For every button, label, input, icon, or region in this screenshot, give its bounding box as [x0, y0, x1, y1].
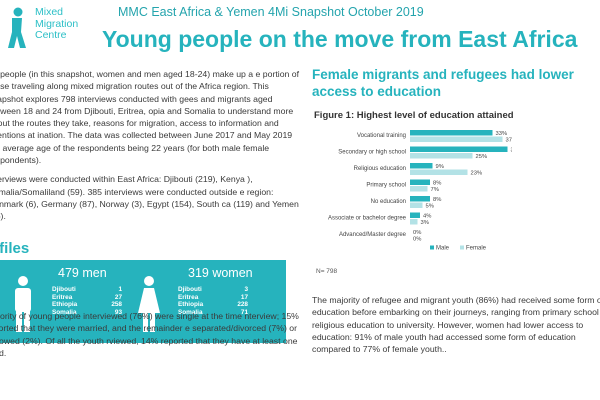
country-count: 3	[244, 286, 248, 293]
data-label: 23%	[471, 171, 483, 177]
data-label: 39%	[511, 148, 513, 154]
education-bar-chart: Vocational training 33%37% Secondary or hi…	[328, 130, 513, 252]
country-name: Djibouti	[52, 286, 76, 293]
table-row: Eritrea 27	[52, 294, 122, 302]
intro-paragraph: ng people (in this snapshot, women and m…	[0, 69, 300, 166]
data-label: 7%	[431, 187, 439, 193]
bar-male	[410, 146, 508, 152]
logo-line: Mixed	[35, 6, 64, 18]
data-label: 5%	[426, 204, 434, 210]
category-label: No education	[371, 199, 406, 205]
snapshot-subtitle: MMC East Africa & Yemen 4Mi Snapshot Oct…	[118, 5, 424, 19]
data-label: 33%	[496, 131, 508, 137]
men-count-label: 479 men	[58, 266, 107, 280]
sample-size-note: N= 798	[316, 268, 338, 275]
table-row: Eritrea 17	[178, 294, 248, 302]
intro-paragraph: interviews were conducted within East Af…	[0, 174, 299, 222]
country-count: 1	[118, 286, 122, 293]
country-count: 71	[240, 308, 248, 316]
education-summary-text: The majority of refugee and migrant yout…	[312, 295, 600, 355]
intro-text: ng people (in this snapshot, women and m…	[0, 68, 300, 230]
male-person-icon	[15, 276, 31, 332]
data-label: 0%	[413, 230, 421, 236]
data-label: 0%	[413, 237, 421, 243]
logo-line: Migration	[35, 17, 79, 30]
bar-male	[410, 179, 430, 185]
country-name: Ethiopia	[52, 301, 78, 309]
bar-female	[410, 153, 473, 159]
section-heading: Female migrants and refugees had lower a…	[312, 67, 574, 99]
legend-swatch	[460, 245, 464, 250]
category-label: Secondary or high school	[338, 150, 406, 156]
category-label: Associate or bachelor degree	[328, 216, 407, 222]
table-row: Djibouti 1	[52, 286, 122, 294]
legend-label: Female	[466, 246, 487, 252]
category-label: Vocational training	[357, 133, 406, 139]
figure-title: Figure 1: Highest level of education att…	[314, 110, 514, 121]
table-row: Somalia 93	[52, 309, 122, 317]
bar-female	[410, 169, 468, 175]
country-count: 17	[240, 293, 248, 301]
bar-male	[410, 196, 430, 202]
logo-mark-icon	[8, 7, 26, 48]
bar-male	[410, 212, 420, 218]
data-label: 9%	[436, 164, 444, 170]
table-row: Ethiopia 228	[178, 301, 248, 309]
category-label: Advanced/Master degree	[339, 232, 407, 238]
men-country-table: Djibouti 1 Eritrea 27 Ethiopia 258 Somalia 9…	[52, 286, 122, 316]
data-label: 8%	[433, 197, 441, 203]
logo-text: Mixed Migration Centre	[35, 6, 79, 42]
table-row: Ethiopia 258	[52, 301, 122, 309]
country-name: Somalia	[178, 308, 203, 316]
table-row: Somalia 71	[178, 309, 248, 317]
legend-swatch	[430, 245, 434, 250]
data-label: 37%	[506, 138, 513, 144]
bar-female	[410, 202, 423, 208]
data-label: 25%	[476, 154, 488, 160]
bar-female	[410, 186, 428, 192]
data-label: 3%	[421, 220, 429, 226]
page-title: Young people on the move from East Afric…	[102, 26, 578, 52]
country-name: Somalia	[52, 308, 77, 316]
logo-line: Centre	[35, 29, 67, 41]
country-name: Djibouti	[178, 286, 202, 293]
women-count-label: 319 women	[188, 266, 253, 280]
women-country-table: Djibouti 3 Eritrea 17 Ethiopia 228 Somalia 7…	[178, 286, 248, 316]
legend-label: Male	[436, 246, 450, 252]
country-count: 228	[237, 301, 248, 309]
bar-female	[410, 136, 503, 142]
data-label: 8%	[433, 181, 441, 187]
bar-female	[410, 219, 418, 225]
marital-status-text: majority of young people interviewed (76…	[0, 311, 299, 358]
country-count: 258	[111, 301, 122, 309]
bar-male	[410, 130, 493, 136]
category-label: Religious education	[354, 166, 406, 172]
country-count: 27	[114, 293, 122, 301]
country-name: Ethiopia	[178, 301, 204, 309]
country-name: Eritrea	[52, 293, 73, 301]
female-person-icon	[138, 276, 160, 332]
table-row: Djibouti 3	[178, 286, 248, 294]
country-count: 93	[114, 308, 122, 316]
profiles-heading: ofiles	[0, 240, 30, 257]
country-name: Eritrea	[178, 293, 199, 301]
data-label: 4%	[423, 214, 431, 220]
category-label: Primary school	[366, 183, 406, 189]
mmc-logo: Mixed Migration Centre	[2, 6, 82, 52]
bar-male	[410, 163, 433, 169]
profiles-panel: 479 men Djibouti 1 Eritrea 27 Ethiopia 258 …	[0, 260, 286, 343]
